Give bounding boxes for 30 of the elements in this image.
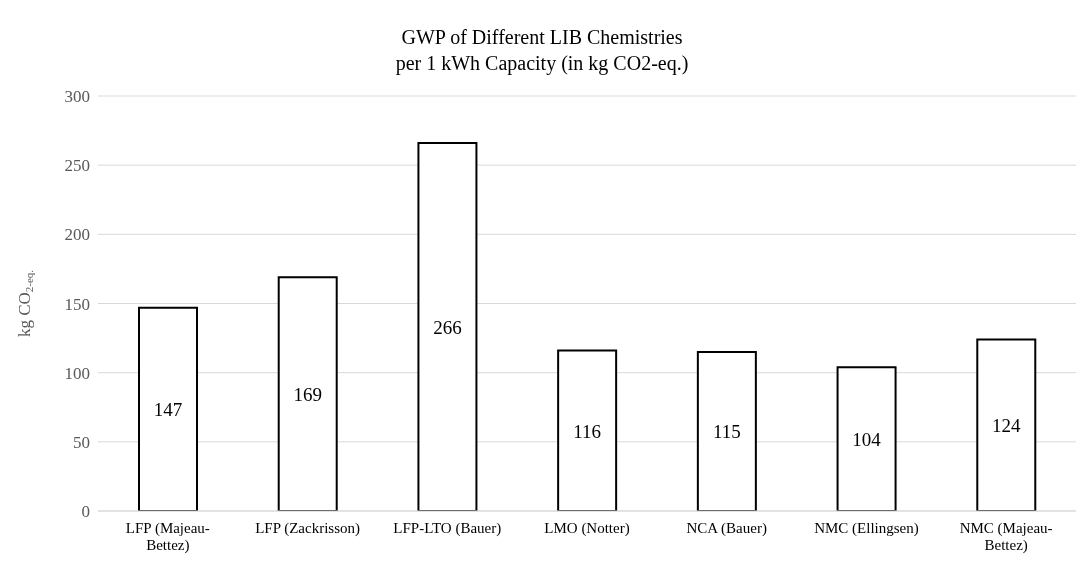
x-tick-label: NMC (Majeau-Bettez): [959, 520, 1053, 554]
bar: [696, 350, 757, 511]
data-label: 124: [992, 414, 1022, 436]
y-tick-label: 100: [64, 363, 90, 383]
bar: [417, 142, 478, 511]
data-label: 266: [433, 316, 462, 338]
x-tick-label: NMC (Ellingsen): [814, 520, 919, 537]
chart-subtitle: per 1 kWh Capacity (in kg CO2-eq.): [394, 51, 690, 76]
bar: [277, 276, 338, 511]
y-tick-label: 50: [73, 432, 90, 452]
data-label: 169: [293, 383, 322, 405]
x-tick-label: NCA (Bauer): [686, 520, 767, 537]
x-tick-label: LFP-LTO (Bauer): [393, 520, 502, 537]
bar: [836, 366, 897, 511]
x-tick-label: LMO (Notter): [544, 520, 630, 537]
y-tick-label: 300: [64, 87, 90, 107]
bar: [976, 338, 1037, 511]
bar: [138, 306, 198, 511]
x-tick-label: LFP (Zackrisson): [255, 520, 360, 537]
x-tick-label: LFP (Majeau-Bettez): [125, 520, 210, 554]
y-tick-label: 200: [64, 225, 90, 245]
data-label: 147: [153, 399, 183, 421]
data-label: 116: [573, 420, 602, 442]
data-label: 115: [712, 421, 741, 443]
data-label: 104: [852, 428, 882, 450]
y-tick-label: 250: [64, 156, 90, 176]
y-tick-label: 150: [64, 294, 90, 314]
bar: [557, 349, 618, 511]
chart-title: GWP of Different LIB Chemistries: [400, 25, 684, 50]
y-tick-label: 0: [81, 502, 90, 522]
